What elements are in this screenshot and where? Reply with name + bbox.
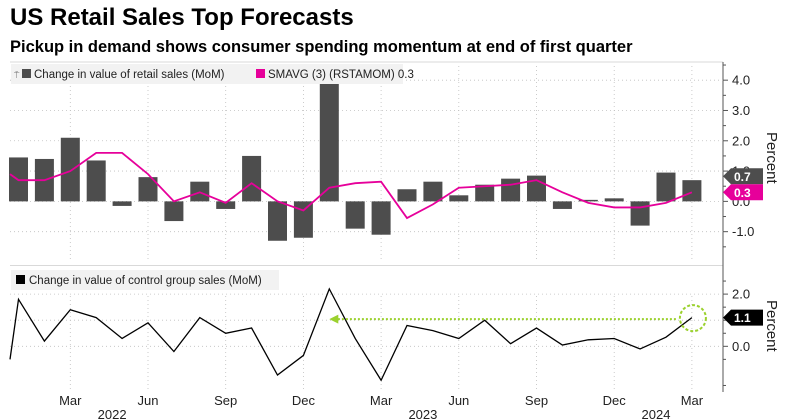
- x-year-label: 2022: [98, 407, 127, 420]
- bar: [60, 137, 80, 202]
- bar: [397, 189, 417, 202]
- bar: [319, 83, 339, 202]
- legend-label: SMAVG (3) (RSTAMOM) 0.3: [268, 69, 414, 81]
- bar: [682, 180, 702, 202]
- last-value-tag-bars-label: 0.7: [734, 170, 751, 184]
- y-tick-label: 4.0: [732, 73, 750, 88]
- annotation-circle: [678, 304, 707, 333]
- bar: [449, 195, 469, 202]
- bar: [138, 177, 158, 202]
- bar: [501, 178, 521, 202]
- legend-swatch: [16, 275, 25, 284]
- x-tick-label: Dec: [603, 393, 627, 408]
- y-tick-label: 3.0: [732, 103, 750, 118]
- y-axis-title-bottom: Percent: [763, 300, 780, 353]
- y-axis-title-top: Percent: [763, 132, 780, 185]
- x-year-label: 2024: [642, 407, 671, 420]
- last-value-tag-control-label: 1.1: [734, 311, 751, 325]
- last-value-tag-sma: [723, 184, 763, 201]
- legend-top-background: [11, 64, 403, 84]
- bar: [371, 201, 391, 235]
- last-value-tag-control: [723, 309, 763, 326]
- last-value-tag-bars: [723, 168, 763, 185]
- bar: [345, 201, 365, 229]
- x-year-label: 2023: [408, 407, 437, 420]
- bar: [112, 201, 132, 206]
- x-tick-label: Jun: [138, 393, 159, 408]
- x-tick-label: Mar: [59, 393, 82, 408]
- bar: [86, 160, 106, 202]
- bar: [604, 198, 624, 202]
- x-tick-label: Mar: [370, 393, 393, 408]
- legend-swatch: [256, 69, 265, 78]
- legend-label: Change in value of control group sales (…: [29, 275, 262, 287]
- bar: [423, 181, 443, 202]
- bar: [164, 201, 184, 222]
- bar: [552, 201, 572, 209]
- legend-swatch: [22, 69, 31, 78]
- legend-bottom-background: [11, 270, 279, 290]
- bar: [475, 184, 495, 202]
- legend-pin-icon: ⍑: [14, 70, 20, 80]
- y-tick-label: -1.0: [732, 224, 754, 239]
- y-tick-label: 0.0: [732, 339, 750, 354]
- bar: [268, 201, 287, 241]
- y-tick-label: 2.0: [732, 287, 750, 302]
- bar: [578, 199, 598, 202]
- control-group-line: [9, 287, 693, 382]
- bar: [216, 201, 236, 209]
- x-tick-label: Jun: [448, 393, 469, 408]
- bar: [242, 155, 262, 202]
- annotation-arrow-head: [329, 314, 339, 324]
- legend-label: Change in value of retail sales (MoM): [34, 69, 225, 81]
- x-tick-label: Dec: [292, 393, 316, 408]
- x-tick-label: Sep: [525, 393, 548, 408]
- chart-subtitle: Pickup in demand shows consumer spending…: [10, 38, 633, 56]
- chart-title: US Retail Sales Top Forecasts: [10, 4, 354, 31]
- x-tick-label: Sep: [214, 393, 237, 408]
- bar: [656, 172, 676, 202]
- sma-line: [9, 151, 693, 220]
- y-tick-label: 2.0: [732, 133, 750, 148]
- last-value-tag-sma-label: 0.3: [734, 186, 751, 200]
- x-tick-label: Mar: [681, 393, 704, 408]
- bar: [293, 201, 313, 238]
- bar: [630, 201, 650, 226]
